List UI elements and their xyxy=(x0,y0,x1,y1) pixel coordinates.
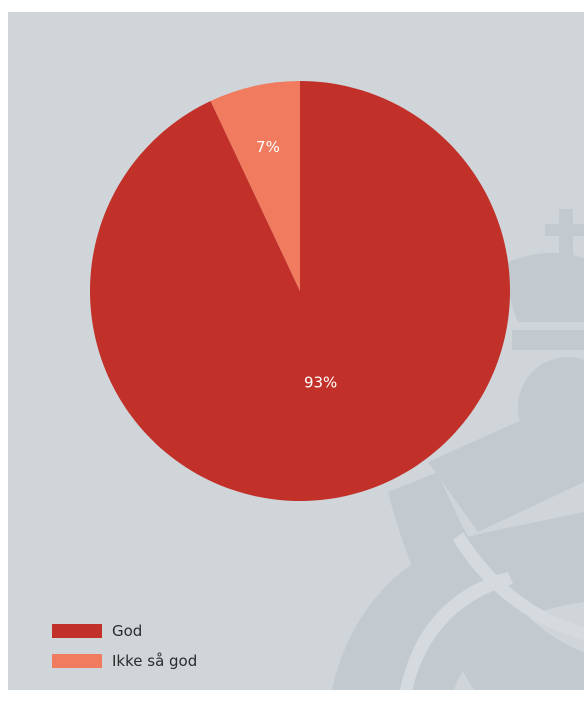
legend-swatch-god xyxy=(52,624,102,638)
crown-emblem-watermark-icon xyxy=(331,209,584,690)
pie-chart: 93% 7% xyxy=(89,81,510,501)
legend-item-ikke-sa-god: Ikke så god xyxy=(52,646,197,676)
legend-item-god: God xyxy=(52,616,197,646)
legend-label-god: God xyxy=(112,622,143,640)
pie-label-god: 93% xyxy=(304,374,337,392)
chart-panel: 93% 7% God Ikke så god xyxy=(8,12,584,690)
legend-swatch-ikke-sa-god xyxy=(52,654,102,668)
pie-slice-ikke-s-god xyxy=(210,81,300,291)
legend-label-ikke-sa-god: Ikke så god xyxy=(112,652,198,670)
pie-label-ikke-s-god: 7% xyxy=(256,138,280,156)
chart-legend: God Ikke så god xyxy=(52,616,197,676)
